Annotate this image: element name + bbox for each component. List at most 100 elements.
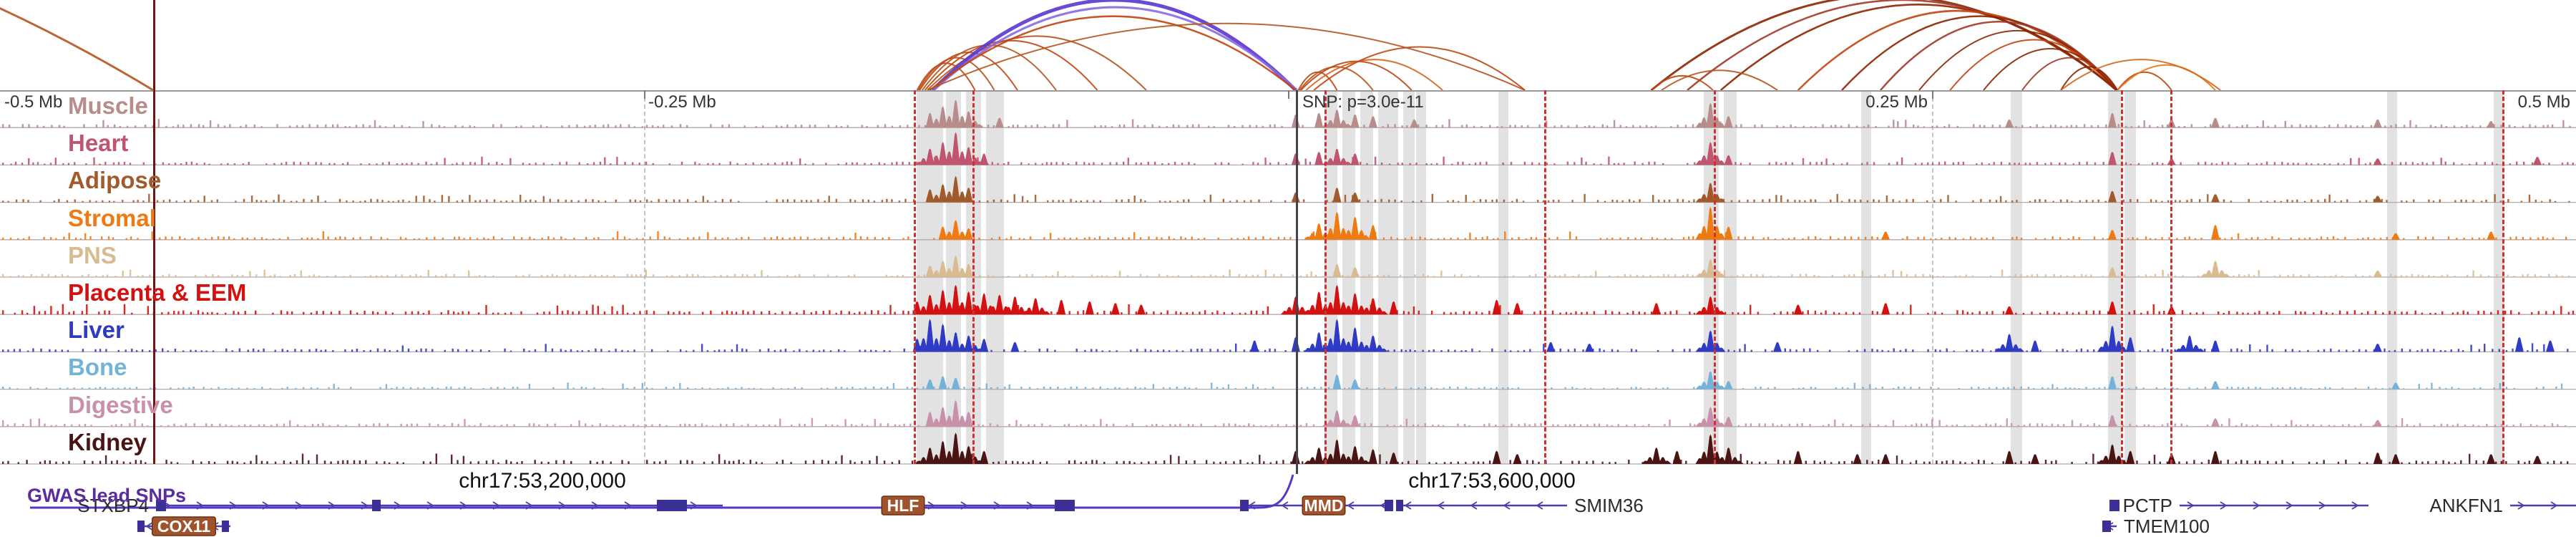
track-label-digestive[interactable]: Digestive <box>68 391 173 418</box>
gene-exon <box>2102 521 2111 532</box>
track-peaks-signal <box>912 284 2176 315</box>
track-peaks-signal <box>938 206 2496 240</box>
track-row-muscle[interactable] <box>0 100 2576 128</box>
track-row-digestive[interactable] <box>0 400 2576 427</box>
gene-ankfn1[interactable]: ANKFN1 <box>2429 495 2576 516</box>
ruler-label-3: 0.25 Mb <box>1865 92 1928 112</box>
interaction-arc[interactable] <box>924 39 1098 90</box>
gene-exon <box>1396 500 1403 511</box>
signal-tracks-layer[interactable] <box>0 90 2576 465</box>
snp-region-marker-line <box>972 90 975 464</box>
track-label-heart[interactable]: Heart <box>68 130 129 157</box>
track-label-muscle[interactable]: Muscle <box>68 92 148 119</box>
gene-strand-arrows <box>2517 501 2558 510</box>
gene-strand-arrows <box>2187 501 2359 510</box>
interaction-arc[interactable] <box>927 22 1526 90</box>
gene-exon <box>137 521 145 532</box>
gene-stxbp4[interactable]: STXBP4 <box>77 495 723 516</box>
gene-exon <box>372 500 381 511</box>
ruler-label-2: SNP: p=3.0e-11 <box>1302 92 1424 112</box>
track-row-bone[interactable] <box>0 371 2576 390</box>
interaction-arc[interactable] <box>1661 69 1778 90</box>
track-noise-signal <box>2 382 2563 390</box>
track-peaks-signal <box>914 432 2542 464</box>
interaction-arc[interactable] <box>1797 9 2119 90</box>
snp-region-marker-line <box>2121 90 2123 464</box>
interaction-arc[interactable] <box>2060 59 2221 90</box>
gene-label-box[interactable] <box>881 495 925 516</box>
ruler-tick <box>1288 90 1289 99</box>
interaction-arc[interactable] <box>1650 75 1714 90</box>
interaction-arc[interactable] <box>2117 64 2216 90</box>
track-row-kidney[interactable] <box>0 432 2576 465</box>
gene-annotation-layer[interactable]: STXBP4 HLF MMD SMIM36 PCTP ANKFN1 COX11 TMEM100 <box>0 465 2576 537</box>
gene-label-box[interactable] <box>152 516 216 536</box>
gene-label: HLF <box>887 496 919 515</box>
track-label-placenta-eem[interactable]: Placenta & EEM <box>68 279 247 306</box>
track-label-liver[interactable]: Liver <box>68 316 125 344</box>
interaction-arc[interactable] <box>1719 4 2117 90</box>
gene-mmd[interactable]: MMD <box>1240 495 1393 516</box>
gene-pctp[interactable]: PCTP <box>2109 495 2368 516</box>
track-peaks-signal <box>925 100 2496 128</box>
gene-exon <box>156 500 166 511</box>
track-row-stromal[interactable] <box>0 206 2576 241</box>
track-label-adipose[interactable]: Adipose <box>68 167 162 194</box>
lead-snp-line <box>1296 90 1298 474</box>
track-noise-signal <box>2 119 2571 128</box>
track-row-liver[interactable] <box>0 319 2576 353</box>
gene-exon <box>1240 500 1249 511</box>
gene-label-box[interactable] <box>1302 495 1346 516</box>
ruler-label-0: -0.5 Mb <box>4 92 63 112</box>
interaction-arc[interactable] <box>1305 59 1443 90</box>
gwas-lead-snps-label: GWAS lead SNPs <box>27 485 187 506</box>
interaction-arc[interactable] <box>2060 66 2119 90</box>
interaction-arc[interactable] <box>0 0 154 90</box>
gene-tmem100[interactable]: TMEM100 <box>2102 516 2210 537</box>
gene-label: SMIM36 <box>1574 495 1644 516</box>
gene-exon <box>2109 500 2119 511</box>
interaction-arc[interactable] <box>927 35 1147 90</box>
interaction-arc[interactable] <box>1299 66 1374 90</box>
track-peaks-signal <box>914 132 2542 165</box>
gene-strand-arrows <box>1404 501 1543 510</box>
gene-smim36[interactable]: SMIM36 <box>1396 495 1644 516</box>
track-label-stromal[interactable]: Stromal <box>68 204 156 231</box>
interaction-arc[interactable] <box>1650 0 2119 90</box>
interaction-arcs-layer[interactable] <box>0 0 2576 90</box>
interaction-arc[interactable] <box>932 6 1298 90</box>
gene-exon <box>1385 500 1393 511</box>
gene-label: COX11 <box>157 517 210 536</box>
track-label-bone[interactable]: Bone <box>68 354 127 381</box>
track-row-placenta-eem[interactable] <box>0 284 2576 315</box>
ruler-label-1: -0.25 Mb <box>648 92 716 112</box>
gene-hlf[interactable]: HLF <box>881 495 1075 516</box>
gene-label: MMD <box>1304 496 1344 515</box>
track-label-pns[interactable]: PNS <box>68 241 117 268</box>
snp-region-marker-line <box>1544 90 1546 464</box>
track-row-adipose[interactable] <box>0 175 2576 203</box>
interaction-arc[interactable] <box>2117 72 2172 90</box>
interaction-arc[interactable] <box>931 0 1297 90</box>
snp-region-marker-line <box>2170 90 2172 464</box>
gene-exon <box>657 500 687 511</box>
track-peaks-signal <box>912 319 2555 352</box>
interaction-arc[interactable] <box>921 44 1057 90</box>
track-label-kidney[interactable]: Kidney <box>68 428 147 455</box>
ruler-label-4: 0.5 Mb <box>2517 92 2570 112</box>
track-noise-signal <box>2 417 2567 427</box>
gene-cox11[interactable]: COX11 <box>137 516 230 536</box>
ruler-tick <box>1932 90 1933 99</box>
snp-region-marker-line <box>2502 90 2504 464</box>
interaction-arc[interactable] <box>1300 60 1413 90</box>
track-row-heart[interactable] <box>0 132 2576 166</box>
interaction-arc[interactable] <box>1313 46 1526 90</box>
gene-label: TMEM100 <box>2124 516 2210 537</box>
gene-label: PCTP <box>2123 495 2172 516</box>
track-row-pns[interactable] <box>0 256 2576 278</box>
track-peaks-signal <box>925 400 2382 427</box>
interaction-arc[interactable] <box>917 57 995 90</box>
interaction-arc[interactable] <box>929 15 1297 90</box>
interaction-arc[interactable] <box>2021 57 2119 90</box>
